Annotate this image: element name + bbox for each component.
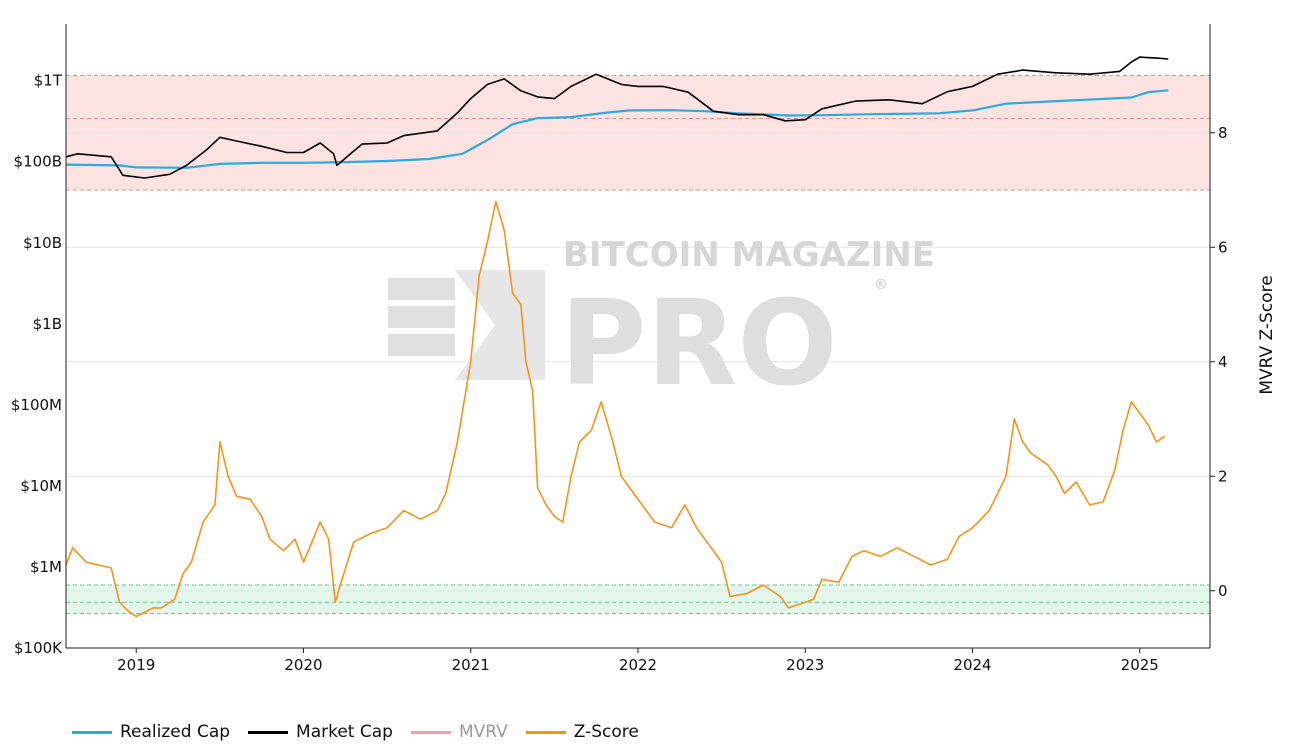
x-tick-label: 2019 bbox=[117, 656, 155, 674]
legend-label: MVRV bbox=[458, 722, 508, 742]
mvrv-zscore-chart: BITCOIN MAGAZINE PRO ® $1T$100B$10B$1B$1… bbox=[11, 24, 1277, 674]
left-tick-label: $10B bbox=[23, 234, 62, 252]
watermark: BITCOIN MAGAZINE PRO ® bbox=[388, 235, 935, 412]
right-tick-label: 6 bbox=[1218, 238, 1228, 256]
right-tick-label: 2 bbox=[1218, 467, 1228, 485]
chart-legend: Realized Cap Market Cap MVRV Z-Score bbox=[72, 718, 639, 746]
x-tick-label: 2021 bbox=[452, 656, 490, 674]
series-lines bbox=[65, 56, 1169, 618]
left-tick-label: $100B bbox=[14, 153, 62, 171]
left-tick-label: $1B bbox=[33, 315, 62, 333]
legend-item-market-cap[interactable]: Market Cap bbox=[248, 722, 393, 742]
legend-label: Market Cap bbox=[296, 722, 393, 742]
x-axis-ticks: 2019 2020 2021 2022 2023 2024 2025 bbox=[117, 648, 1159, 674]
left-tick-label: $1M bbox=[30, 558, 62, 576]
left-tick-label: $1T bbox=[34, 72, 63, 90]
x-tick-label: 2025 bbox=[1121, 656, 1159, 674]
left-axis-ticks: $1T $100B $10B $1B $100M $10M $1M $100K bbox=[11, 72, 63, 657]
left-tick-label: $100K bbox=[14, 639, 63, 657]
legend-label: Z-Score bbox=[573, 722, 639, 742]
series-line-realized-cap bbox=[65, 89, 1169, 169]
x-tick-label: 2023 bbox=[786, 656, 824, 674]
x-tick-label: 2020 bbox=[284, 656, 322, 674]
undervalued-zone bbox=[66, 585, 1210, 614]
x-tick-label: 2024 bbox=[953, 656, 991, 674]
right-axis-ticks: 0 2 4 6 8 bbox=[1210, 124, 1228, 600]
watermark-registered-mark: ® bbox=[874, 277, 888, 293]
gridlines bbox=[66, 132, 1210, 592]
legend-item-z-score[interactable]: Z-Score bbox=[525, 722, 639, 742]
series-line-market-cap bbox=[65, 56, 1169, 179]
legend-swatch bbox=[248, 730, 289, 734]
series-line-z-score bbox=[65, 200, 1166, 618]
left-tick-label: $100M bbox=[11, 396, 62, 414]
watermark-logo-icon bbox=[388, 270, 545, 380]
watermark-brand-text: BITCOIN MAGAZINE bbox=[563, 235, 935, 275]
legend-swatch bbox=[410, 730, 451, 734]
right-tick-label: 4 bbox=[1218, 353, 1228, 371]
legend-label: Realized Cap bbox=[120, 722, 231, 742]
left-tick-label: $10M bbox=[20, 477, 62, 495]
legend-swatch bbox=[525, 730, 566, 734]
watermark-pro-text: PRO bbox=[560, 274, 838, 412]
right-tick-label: 0 bbox=[1218, 582, 1228, 600]
legend-item-mvrv[interactable]: MVRV bbox=[410, 722, 508, 742]
right-tick-label: 8 bbox=[1218, 124, 1228, 142]
right-axis-title: MVRV Z-Score bbox=[1257, 275, 1277, 394]
legend-item-realized-cap[interactable]: Realized Cap bbox=[72, 722, 230, 742]
legend-swatch bbox=[72, 730, 112, 734]
x-tick-label: 2022 bbox=[619, 656, 657, 674]
